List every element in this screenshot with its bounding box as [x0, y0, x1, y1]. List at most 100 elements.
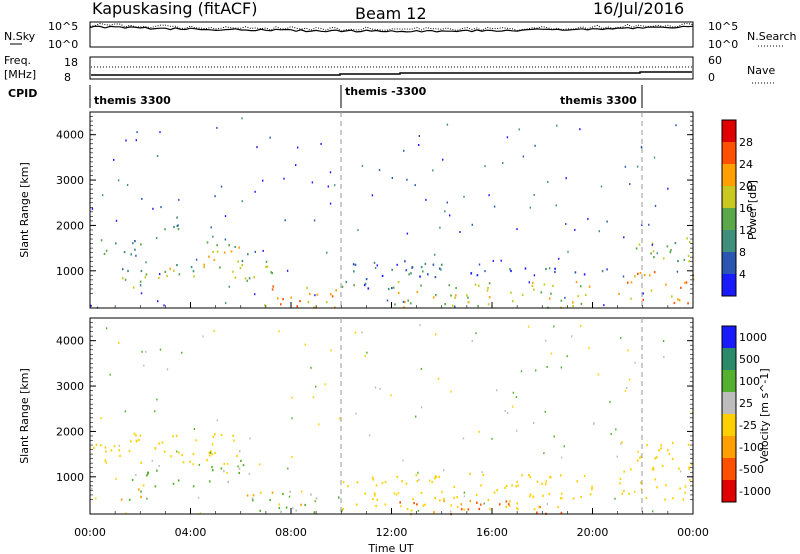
heatmap-cell — [630, 297, 632, 300]
heatmap-cell — [192, 270, 195, 273]
heatmap-cell — [484, 270, 486, 273]
heatmap-cell — [378, 169, 381, 172]
heatmap-cell — [166, 274, 168, 278]
heatmap-cell — [665, 484, 667, 487]
heatmap-cell — [469, 500, 472, 503]
heatmap-cell — [628, 378, 631, 381]
velocity-cells — [91, 324, 693, 516]
heatmap-cell — [289, 490, 291, 493]
heatmap-cell — [364, 282, 367, 285]
heatmap-cell — [639, 271, 642, 275]
heatmap-cell — [220, 185, 223, 188]
heatmap-cell — [454, 305, 456, 308]
colorbar-segment — [722, 436, 736, 459]
heatmap-cell — [101, 194, 104, 197]
heatmap-cell — [292, 507, 294, 510]
heatmap-cell — [591, 488, 593, 491]
heatmap-cell — [516, 429, 518, 432]
heatmap-cell — [404, 260, 406, 263]
heatmap-cell — [364, 492, 366, 495]
heatmap-cell — [131, 478, 134, 482]
cpid-mode-1: themis 3300 — [94, 94, 171, 107]
heatmap-cell — [434, 477, 436, 480]
heatmap-cell — [242, 464, 245, 467]
heatmap-cell — [466, 294, 468, 297]
beam-title: Beam 12 — [355, 4, 427, 23]
heatmap-cell — [470, 272, 473, 275]
heatmap-cell — [534, 144, 536, 147]
colorbar-tick-label: 4 — [739, 268, 746, 281]
heatmap-cell — [315, 385, 317, 388]
heatmap-cell — [687, 302, 689, 305]
heatmap-cell — [236, 454, 238, 457]
colorbar-tick-label: 12 — [739, 224, 753, 237]
heatmap-cell — [355, 503, 358, 506]
heatmap-cell — [543, 452, 545, 455]
heatmap-cell — [510, 269, 512, 273]
heatmap-cell — [484, 165, 486, 168]
heatmap-cell — [208, 451, 211, 454]
colorbar-segment — [722, 458, 736, 481]
heatmap-cell — [434, 497, 436, 500]
heatmap-cell — [366, 351, 368, 354]
heatmap-cell — [326, 251, 328, 254]
heatmap-cell — [347, 485, 349, 488]
heatmap-cell — [367, 287, 370, 290]
heatmap-cell — [506, 412, 509, 414]
heatmap-cell — [654, 457, 656, 460]
heatmap-cell — [572, 301, 574, 304]
heatmap-cell — [371, 476, 374, 479]
heatmap-cell — [140, 495, 142, 498]
heatmap-cell — [579, 128, 581, 131]
heatmap-cell — [154, 410, 156, 413]
y-tick-label: 1000 — [56, 471, 84, 484]
heatmap-cell — [488, 194, 490, 197]
heatmap-cell — [144, 276, 147, 279]
heatmap-cell — [538, 506, 540, 509]
colorbar-tick-label: 20 — [739, 180, 753, 193]
heatmap-cell — [227, 462, 229, 465]
heatmap-cell — [254, 250, 256, 253]
heatmap-cell — [176, 450, 178, 453]
heatmap-cell — [528, 281, 530, 284]
heatmap-cell — [496, 389, 498, 392]
heatmap-cell — [567, 250, 569, 253]
heatmap-cell — [197, 496, 200, 499]
heatmap-cell — [353, 270, 355, 273]
heatmap-cell — [331, 295, 334, 298]
heatmap-cell — [118, 342, 120, 345]
nave-label: Nave — [747, 64, 775, 77]
freq-unit: [MHz] — [4, 68, 36, 81]
heatmap-cell — [443, 498, 445, 501]
station-title: Kapuskasing (fitACF) — [92, 0, 257, 18]
heatmap-cell — [280, 303, 282, 306]
heatmap-cell — [410, 272, 412, 275]
heatmap-cell — [118, 444, 121, 447]
heatmap-cell — [295, 509, 297, 512]
heatmap-cell — [161, 441, 164, 444]
heatmap-cell — [345, 280, 348, 284]
heatmap-cell — [364, 354, 366, 357]
heatmap-cell — [139, 280, 142, 283]
heatmap-cell — [220, 433, 223, 436]
date-title: 16/Jul/2016 — [593, 0, 684, 18]
heatmap-cell — [422, 504, 425, 507]
heatmap-cell — [160, 206, 162, 209]
heatmap-cell — [679, 487, 681, 490]
heatmap-cell — [313, 219, 316, 222]
heatmap-cell — [269, 136, 271, 139]
heatmap-cell — [354, 331, 357, 334]
heatmap-cell — [446, 201, 448, 204]
heatmap-cell — [335, 289, 337, 292]
heatmap-cell — [579, 324, 582, 327]
heatmap-cell — [176, 224, 179, 228]
heatmap-cell — [128, 450, 131, 453]
heatmap-cell — [233, 439, 235, 442]
heatmap-cell — [467, 296, 469, 299]
heatmap-cell — [291, 456, 293, 458]
heatmap-cell — [415, 415, 417, 418]
heatmap-cell — [643, 274, 646, 277]
heatmap-cell — [689, 240, 691, 244]
heatmap-cell — [228, 244, 230, 247]
x-tick-label: 16:00 — [476, 526, 508, 539]
